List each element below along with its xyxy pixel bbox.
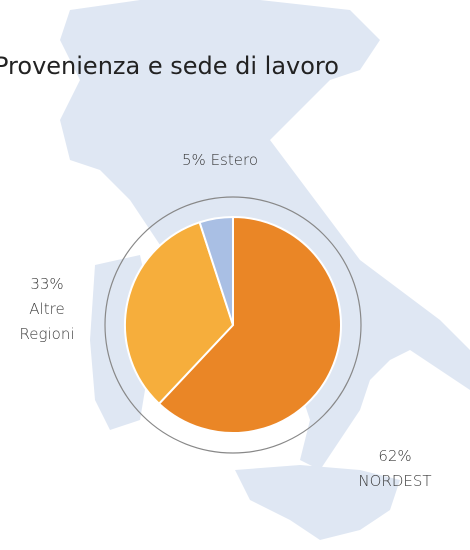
value-label: 5% [182, 151, 206, 169]
slice-label: 33% Altre Regioni [8, 272, 86, 347]
chart-title: Provenienza e sede di lavoro [0, 52, 339, 80]
category-label: Estero [210, 151, 258, 169]
category-label: Altre Regioni [19, 300, 75, 343]
pie-slice [157, 215, 342, 434]
slice-label: 62% NORDEST [345, 444, 445, 494]
pie-slice [124, 221, 235, 406]
value-label: 33% [30, 275, 64, 293]
pie-slice [198, 215, 234, 326]
slice-label: 5% Estero [150, 148, 290, 173]
value-label: 62% [378, 447, 412, 465]
category-label: NORDEST [358, 472, 432, 490]
outer-ring [104, 196, 362, 454]
